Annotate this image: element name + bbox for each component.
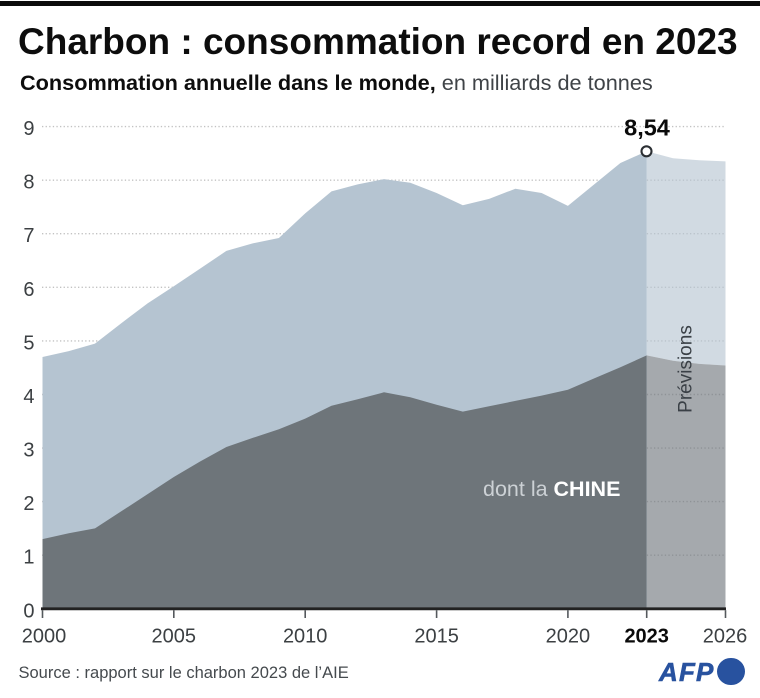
svg-text:8: 8 [23, 172, 34, 194]
svg-text:9: 9 [23, 118, 34, 140]
svg-text:2005: 2005 [152, 626, 197, 648]
svg-text:2023: 2023 [624, 626, 669, 648]
svg-text:3: 3 [23, 440, 34, 462]
svg-text:2026: 2026 [703, 626, 748, 648]
svg-text:dont la CHINE: dont la CHINE [483, 477, 620, 501]
svg-text:2000: 2000 [22, 626, 67, 648]
svg-text:Prévisions: Prévisions [676, 325, 697, 413]
svg-text:2010: 2010 [283, 626, 328, 648]
svg-text:7: 7 [23, 225, 34, 247]
svg-text:6: 6 [23, 279, 34, 301]
svg-text:2: 2 [23, 493, 34, 515]
svg-text:1: 1 [23, 547, 34, 569]
svg-text:5: 5 [23, 332, 34, 354]
svg-text:2020: 2020 [546, 626, 591, 648]
svg-text:0: 0 [23, 600, 34, 622]
svg-text:4: 4 [23, 386, 34, 408]
svg-text:2015: 2015 [414, 626, 459, 648]
svg-text:8,54: 8,54 [624, 115, 670, 141]
